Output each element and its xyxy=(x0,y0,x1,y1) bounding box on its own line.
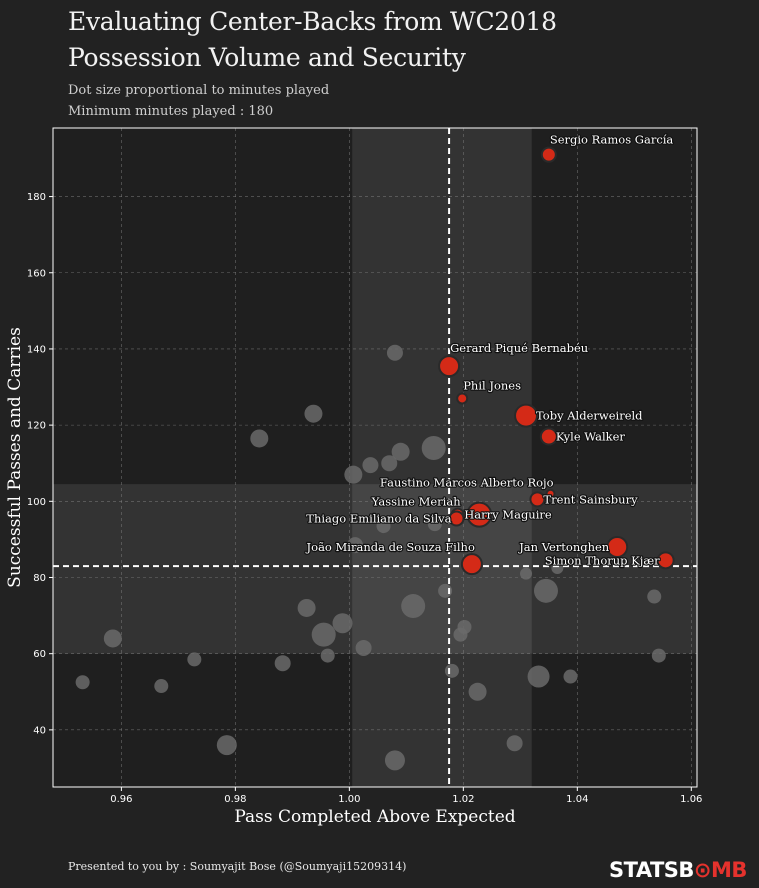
highlighted-player-point xyxy=(466,501,493,528)
other-player-point xyxy=(533,578,558,603)
other-player-point xyxy=(551,561,564,574)
player-label: Kyle Walker xyxy=(556,430,626,444)
x-tick-label: 1.06 xyxy=(680,794,702,805)
player-label: Gerard Piqué Bernabéu xyxy=(450,341,588,355)
plot-area xyxy=(53,128,697,787)
other-player-point xyxy=(376,519,391,534)
other-player-point xyxy=(527,665,550,688)
player-label: Phil Jones xyxy=(463,378,521,392)
highlighted-player-point xyxy=(606,536,629,559)
other-player-point xyxy=(563,669,578,684)
other-player-point xyxy=(297,598,316,617)
y-tick-label: 140 xyxy=(27,344,46,355)
statsbomb-logo: STATSB⊙MB xyxy=(609,858,747,882)
chart-title: Evaluating Center-Backs from WC2018 Poss… xyxy=(68,4,557,76)
y-tick-label: 120 xyxy=(27,421,46,432)
title-line-2: Possession Volume and Security xyxy=(68,43,466,72)
highlighted-player-point xyxy=(656,551,675,570)
x-tick-label: 1.00 xyxy=(338,794,360,805)
subtitle-line-2: Minimum minutes played : 180 xyxy=(68,104,274,119)
player-label: Harry Maguire xyxy=(464,508,552,522)
x-tick-label: 0.96 xyxy=(110,794,132,805)
other-player-point xyxy=(381,455,398,472)
other-player-point xyxy=(362,457,379,474)
highlighted-player-point xyxy=(438,355,461,378)
other-player-point xyxy=(320,648,335,663)
other-player-point xyxy=(216,735,237,756)
other-player-point xyxy=(347,537,364,554)
other-player-point xyxy=(154,679,169,694)
other-player-point xyxy=(427,517,442,532)
highlighted-player-point xyxy=(539,427,558,446)
other-player-point xyxy=(344,465,363,484)
other-player-point xyxy=(520,567,533,580)
highlighted-player-point xyxy=(529,491,546,508)
player-label: João Miranda de Souza Filho xyxy=(306,540,475,554)
other-player-point xyxy=(187,652,202,667)
y-tick-label: 160 xyxy=(27,268,46,279)
highlighted-player-point xyxy=(514,403,539,428)
x-tick-label: 1.04 xyxy=(566,794,588,805)
other-player-point xyxy=(355,639,372,656)
y-tick-label: 80 xyxy=(33,573,46,584)
footer-credit: Presented to you by : Soumyajit Bose (@S… xyxy=(68,860,407,873)
other-player-point xyxy=(274,655,291,672)
other-player-point xyxy=(444,663,459,678)
other-player-point xyxy=(386,344,403,361)
subtitle-line-1: Dot size proportional to minutes played xyxy=(68,83,330,98)
other-player-point xyxy=(304,404,323,423)
player-label: Jan Vertonghen xyxy=(518,540,610,554)
chart-subtitle: Dot size proportional to minutes played … xyxy=(68,80,329,122)
highlighted-player-point xyxy=(460,553,483,576)
player-label: Faustino Marcos Alberto Rojo xyxy=(380,476,554,490)
player-label: Simon Thorup Kjær xyxy=(545,553,660,567)
y-tick-label: 60 xyxy=(33,649,46,660)
x-axis-label: Pass Completed Above Expected xyxy=(234,807,515,827)
y-band xyxy=(53,484,697,654)
y-axis-label: Successful Passes and Carries xyxy=(5,327,25,588)
player-label: Yassine Meriah xyxy=(371,495,462,509)
other-player-point xyxy=(384,750,405,771)
x-tick-label: 0.98 xyxy=(224,794,246,805)
player-label: Sergio Ramos García xyxy=(550,133,674,147)
highlighted-player-point xyxy=(540,146,557,163)
y-tick-label: 180 xyxy=(27,192,46,203)
other-player-point xyxy=(651,648,666,663)
highlighted-player-point xyxy=(448,510,465,527)
other-player-point xyxy=(506,735,523,752)
y-tick-label: 100 xyxy=(27,497,46,508)
other-player-point xyxy=(401,594,426,619)
other-player-point xyxy=(391,442,410,461)
x-band xyxy=(352,128,532,787)
other-player-point xyxy=(438,583,453,598)
other-player-point xyxy=(421,435,446,460)
other-player-point xyxy=(332,613,353,634)
other-player-point xyxy=(103,629,122,648)
other-player-point xyxy=(75,675,90,690)
player-label: Trent Sainsbury xyxy=(543,492,638,506)
player-label: Toby Alderweireld xyxy=(536,409,643,423)
title-line-1: Evaluating Center-Backs from WC2018 xyxy=(68,7,557,36)
logo-o: ⊙ xyxy=(693,858,712,882)
player-label: Thiago Emiliano da Silva xyxy=(306,511,451,525)
other-player-point xyxy=(311,622,336,647)
y-tick-label: 40 xyxy=(33,725,46,736)
other-player-point xyxy=(457,620,472,635)
x-tick-label: 1.02 xyxy=(452,794,474,805)
other-player-point xyxy=(468,682,487,701)
highlighted-player-point xyxy=(545,488,556,499)
plot-frame xyxy=(52,127,698,788)
other-player-point xyxy=(250,429,269,448)
other-player-point xyxy=(647,589,662,604)
highlighted-player-point xyxy=(456,392,469,405)
